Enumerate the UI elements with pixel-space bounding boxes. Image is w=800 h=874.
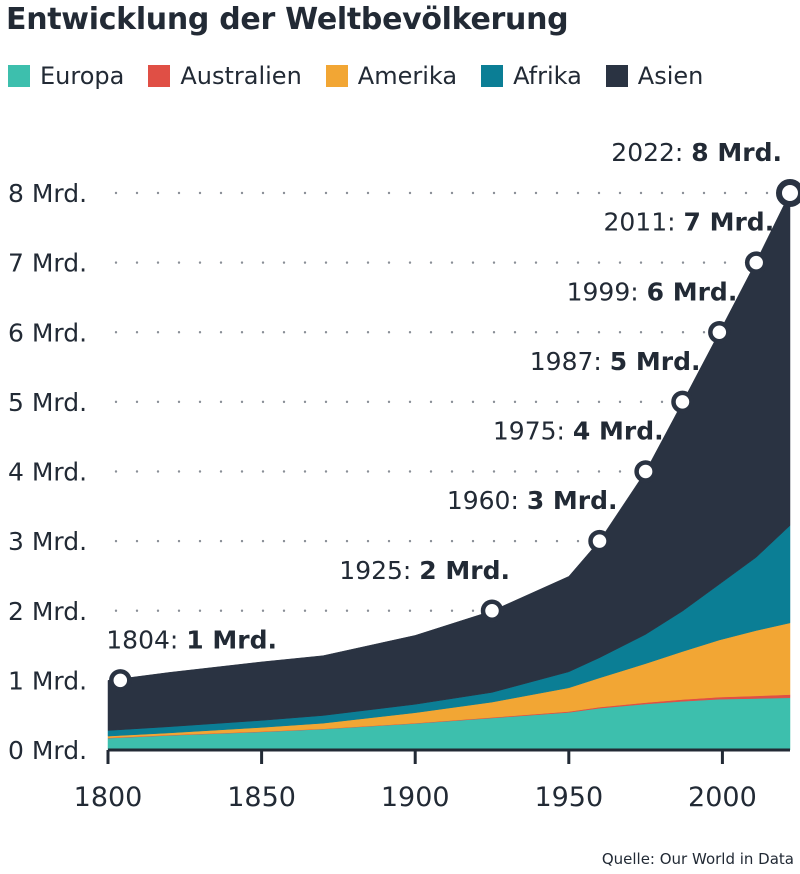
legend-label: Europa — [40, 62, 125, 90]
x-tick-label: 1950 — [534, 782, 603, 813]
legend-swatch — [325, 65, 348, 87]
milestone-value: 7 Mrd. — [684, 208, 775, 237]
milestone-year: 1987: — [530, 347, 610, 376]
milestone-value: 2 Mrd. — [419, 556, 510, 585]
milestone-label: 1925: 2 Mrd. — [339, 556, 510, 585]
milestone-value: 8 Mrd. — [691, 138, 782, 167]
milestone-marker — [744, 251, 768, 274]
milestone-label: 1987: 5 Mrd. — [530, 347, 701, 376]
milestone-label: 1975: 4 Mrd. — [493, 417, 664, 446]
milestone-marker — [588, 529, 611, 553]
milestone-label: 2022: 8 Mrd. — [611, 138, 782, 167]
y-tick-label: 0 Mrd. — [8, 736, 87, 765]
milestone-value: 4 Mrd. — [573, 417, 664, 446]
y-tick-label: 7 Mrd. — [8, 249, 87, 278]
milestone-marker — [109, 669, 132, 692]
legend-label: Australien — [180, 62, 302, 90]
y-tick-label: 6 Mrd. — [8, 318, 87, 347]
x-tick-label: 1800 — [74, 782, 143, 813]
x-tick-label: 1900 — [381, 782, 450, 813]
milestone-year: 1960: — [447, 486, 527, 515]
y-tick-label: 4 Mrd. — [8, 458, 87, 487]
y-tick-label: 5 Mrd. — [8, 388, 87, 417]
legend-item: Europa — [8, 62, 124, 90]
milestone-year: 1925: — [339, 556, 419, 585]
legend-item: Afrika — [481, 62, 582, 90]
legend-item: Australien — [148, 62, 302, 90]
x-tick-label: 2000 — [688, 782, 757, 813]
milestone-marker — [634, 460, 657, 483]
y-tick-label: 8 Mrd. — [8, 179, 87, 208]
legend-swatch — [605, 65, 628, 87]
milestone-value: 1 Mrd. — [186, 625, 277, 654]
legend-label: Afrika — [513, 62, 582, 90]
x-tick-label: 1850 — [227, 782, 296, 813]
area-series-asien — [107, 192, 791, 731]
milestone-value: 3 Mrd. — [527, 486, 618, 515]
milestone-label: 1999: 6 Mrd. — [567, 277, 738, 306]
milestone-label: 2011: 7 Mrd. — [604, 208, 775, 237]
milestone-year: 2011: — [604, 208, 684, 237]
legend-swatch — [148, 65, 171, 87]
milestone-year: 1804: — [106, 625, 186, 654]
milestone-year: 1975: — [493, 417, 573, 446]
milestone-year: 2022: — [611, 138, 691, 167]
milestone-label: 1804: 1 Mrd. — [106, 625, 277, 654]
milestone-year: 1999: — [567, 277, 647, 306]
milestone-marker — [671, 390, 694, 414]
milestone-marker — [480, 599, 504, 622]
legend-label: Asien — [637, 62, 704, 90]
legend-item: Amerika — [325, 62, 458, 90]
milestone-label: 1960: 3 Mrd. — [447, 486, 618, 515]
milestone-marker — [708, 321, 731, 344]
y-tick-label: 2 Mrd. — [8, 597, 87, 626]
legend-swatch — [8, 65, 30, 87]
y-tick-label: 1 Mrd. — [8, 666, 87, 695]
legend-swatch — [481, 65, 504, 87]
source-note: Quelle: Our World in Data — [601, 850, 794, 868]
y-tick-label: 3 Mrd. — [8, 527, 87, 556]
milestone-value: 6 Mrd. — [647, 277, 738, 306]
milestone-value: 5 Mrd. — [610, 347, 701, 376]
legend-item: Asien — [605, 62, 704, 90]
legend-label: Amerika — [357, 62, 458, 90]
chart-title: Entwicklung der Weltbevölkerung — [6, 2, 569, 37]
milestone-marker — [776, 179, 800, 207]
legend: Europa Australien Amerika Afrika Asien — [8, 62, 727, 90]
